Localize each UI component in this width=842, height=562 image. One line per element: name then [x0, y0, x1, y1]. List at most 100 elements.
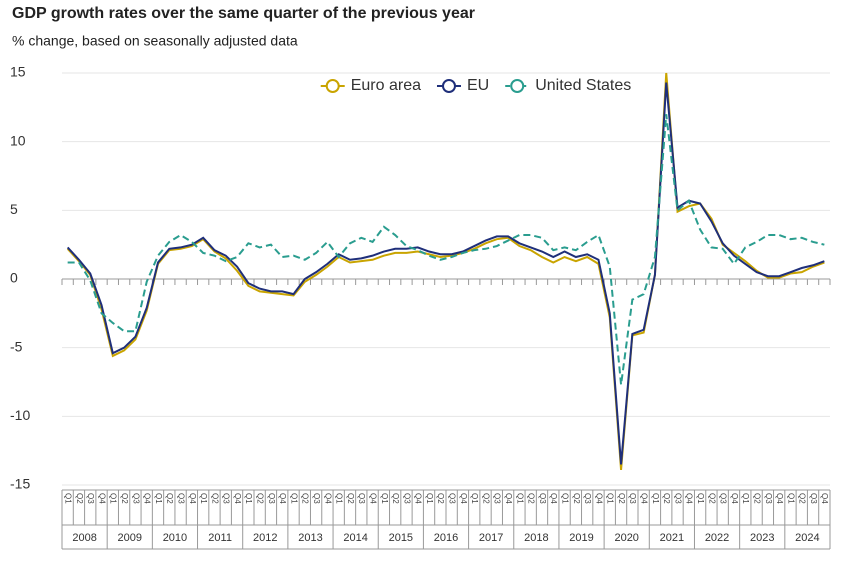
data-line: [66, 82, 825, 465]
y-tick-label: 0: [10, 270, 18, 286]
x-tick-label: Q2: [752, 493, 761, 504]
x-tick-label: Q4: [459, 493, 468, 504]
x-tick-label: Q2: [662, 493, 671, 504]
year-label: 2024: [795, 532, 819, 544]
x-tick-label: Q2: [798, 493, 807, 504]
x-tick-label: Q4: [640, 493, 649, 504]
legend-marker: [510, 79, 525, 93]
x-tick-label: Q4: [143, 493, 152, 504]
x-tick-label: Q4: [730, 493, 739, 504]
x-tick-label: Q1: [560, 493, 569, 504]
x-tick-label: Q3: [267, 493, 276, 504]
chart-title: GDP growth rates over the same quarter o…: [12, 5, 475, 22]
x-tick-label: Q2: [527, 493, 536, 504]
x-tick-label: Q3: [764, 493, 773, 504]
x-tick-label: Q2: [256, 493, 265, 504]
x-tick-label: Q4: [820, 493, 829, 504]
x-tick-label: Q3: [583, 493, 592, 504]
x-tick-label: Q4: [323, 493, 332, 504]
year-label: 2013: [298, 532, 322, 544]
x-tick-label: Q1: [425, 493, 434, 504]
year-label: 2011: [208, 532, 232, 544]
x-tick-label: Q4: [97, 493, 106, 504]
x-tick-label: Q3: [628, 493, 637, 504]
y-tick-label: -15: [10, 476, 30, 492]
x-tick-label: Q1: [606, 493, 615, 504]
legend-marker: [325, 79, 340, 93]
legend-item: United States: [505, 77, 631, 94]
x-tick-label: Q3: [357, 493, 366, 504]
x-tick-label: Q1: [515, 493, 524, 504]
x-tick-label: Q1: [380, 493, 389, 504]
year-label: 2021: [660, 532, 684, 544]
year-label: 2018: [524, 532, 548, 544]
x-tick-label: Q1: [786, 493, 795, 504]
x-tick-label: Q3: [86, 493, 95, 504]
x-tick-label: Q3: [538, 493, 547, 504]
x-tick-label: Q4: [504, 493, 513, 504]
x-tick-label: Q1: [64, 493, 73, 504]
x-tick-label: Q2: [120, 493, 129, 504]
x-tick-label: Q2: [301, 493, 310, 504]
x-tick-label: Q2: [210, 493, 219, 504]
year-label: 2010: [163, 532, 187, 544]
legend-label: United States: [535, 77, 631, 94]
x-tick-label: Q4: [233, 493, 242, 504]
x-tick-label: Q4: [188, 493, 197, 504]
y-tick-label: -10: [10, 407, 30, 423]
data-line: [67, 114, 825, 385]
x-tick-label: Q3: [809, 493, 818, 504]
legend-label: Euro area: [351, 77, 421, 94]
x-tick-label: Q2: [391, 493, 400, 504]
y-tick-label: 5: [10, 201, 18, 217]
x-tick-label: Q4: [685, 493, 694, 504]
legend-label: EU: [467, 77, 489, 94]
chart-subtitle: % change, based on seasonally adjusted d…: [12, 33, 298, 49]
legend-item: EU: [436, 77, 489, 94]
year-label: 2020: [614, 532, 638, 544]
x-tick-label: Q1: [696, 493, 705, 504]
x-tick-label: Q4: [549, 493, 558, 504]
x-tick-label: Q3: [312, 493, 321, 504]
year-label: 2022: [705, 532, 729, 544]
year-label: 2008: [72, 532, 96, 544]
x-tick-label: Q2: [617, 493, 626, 504]
x-tick-label: Q1: [335, 493, 344, 504]
x-tick-label: Q1: [199, 493, 208, 504]
x-tick-label: Q3: [448, 493, 457, 504]
x-tick-label: Q1: [109, 493, 118, 504]
x-tick-label: Q1: [470, 493, 479, 504]
x-tick-label: Q1: [741, 493, 750, 504]
y-tick-label: 15: [10, 64, 26, 80]
x-tick-label: Q2: [572, 493, 581, 504]
x-tick-label: Q2: [75, 493, 84, 504]
y-tick-label: 10: [10, 132, 26, 148]
year-label: 2016: [434, 532, 458, 544]
x-tick-label: Q2: [707, 493, 716, 504]
year-label: 2019: [569, 532, 593, 544]
x-tick-label: Q2: [481, 493, 490, 504]
x-tick-label: Q2: [165, 493, 174, 504]
x-tick-label: Q3: [719, 493, 728, 504]
x-tick-label: Q4: [594, 493, 603, 504]
x-tick-label: Q3: [402, 493, 411, 504]
x-tick-label: Q2: [436, 493, 445, 504]
x-tick-label: Q4: [775, 493, 784, 504]
x-tick-label: Q2: [346, 493, 355, 504]
x-tick-label: Q4: [414, 493, 423, 504]
x-tick-label: Q3: [673, 493, 682, 504]
data-line: [66, 72, 825, 470]
x-tick-label: Q1: [289, 493, 298, 504]
x-tick-label: Q1: [154, 493, 163, 504]
year-label: 2015: [389, 532, 413, 544]
legend-marker: [441, 79, 456, 93]
x-tick-label: Q1: [244, 493, 253, 504]
x-tick-label: Q1: [651, 493, 660, 504]
x-tick-label: Q3: [222, 493, 231, 504]
year-label: 2012: [253, 532, 277, 544]
legend-item: Euro area: [320, 77, 421, 94]
year-label: 2014: [343, 532, 367, 544]
year-label: 2009: [118, 532, 142, 544]
year-label: 2023: [750, 532, 774, 544]
